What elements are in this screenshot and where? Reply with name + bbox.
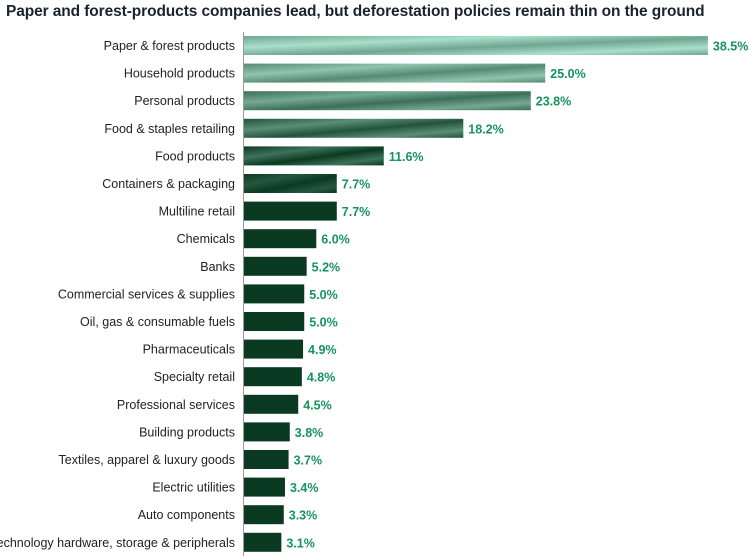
- category-label: Commercial services & supplies: [58, 287, 235, 301]
- category-label: Auto components: [138, 508, 235, 522]
- value-label: 3.3%: [289, 509, 318, 523]
- bar: [244, 532, 282, 552]
- bar: [244, 201, 337, 221]
- value-label: 25.0%: [550, 67, 585, 81]
- bar: [244, 146, 384, 166]
- category-label: Food & staples retailing: [104, 122, 235, 136]
- category-label: Professional services: [117, 398, 235, 412]
- bar: [244, 477, 285, 497]
- bar: [244, 36, 708, 55]
- value-label: 3.8%: [295, 426, 324, 440]
- value-label: 18.2%: [468, 122, 503, 136]
- bar: [244, 118, 464, 138]
- category-label: Pharmaceuticals: [143, 343, 235, 357]
- category-label: Paper & forest products: [104, 39, 235, 53]
- value-label: 4.5%: [303, 398, 332, 412]
- value-label: 7.7%: [342, 205, 371, 219]
- value-label: 6.0%: [321, 233, 350, 247]
- value-label: 4.8%: [307, 371, 336, 385]
- bar: [244, 339, 304, 359]
- category-label: Specialty retail: [154, 370, 235, 384]
- category-label: Oil, gas & consumable fuels: [80, 315, 235, 329]
- bar: [244, 284, 305, 304]
- chart-title: Paper and forest-products companies lead…: [6, 3, 705, 20]
- category-label: Building products: [139, 425, 235, 439]
- value-label: 3.4%: [290, 481, 319, 495]
- value-label: 11.6%: [389, 150, 424, 164]
- bar: [244, 450, 289, 469]
- value-label: 5.2%: [312, 260, 341, 274]
- value-label: 23.8%: [536, 95, 571, 109]
- value-label: 4.9%: [308, 343, 337, 357]
- value-label: 5.0%: [309, 316, 338, 330]
- category-label: Electric utilities: [152, 481, 235, 495]
- category-label: Containers & packaging: [102, 177, 235, 191]
- bar: [244, 505, 284, 525]
- category-label: Multiline retail: [159, 205, 235, 219]
- value-label: 7.7%: [342, 178, 371, 192]
- category-label: Banks: [200, 260, 235, 274]
- bar: [244, 256, 307, 276]
- bar: [244, 63, 546, 83]
- category-label: Textiles, apparel & luxury goods: [59, 453, 235, 467]
- bar: [244, 367, 302, 387]
- category-label: Personal products: [134, 94, 235, 108]
- bar: [244, 422, 290, 442]
- value-label: 3.1%: [286, 536, 315, 550]
- value-label: 38.5%: [713, 40, 748, 54]
- bar: [244, 91, 531, 111]
- bar: [244, 312, 305, 331]
- value-label: 5.0%: [309, 288, 338, 302]
- category-label: Food products: [155, 149, 235, 163]
- category-label: Technology hardware, storage & periphera…: [0, 536, 235, 550]
- value-label: 3.7%: [294, 454, 323, 468]
- category-label: Household products: [124, 67, 235, 81]
- bar: [244, 394, 299, 414]
- category-label: Chemicals: [177, 232, 235, 246]
- bar: [244, 174, 337, 193]
- bar: [244, 229, 317, 249]
